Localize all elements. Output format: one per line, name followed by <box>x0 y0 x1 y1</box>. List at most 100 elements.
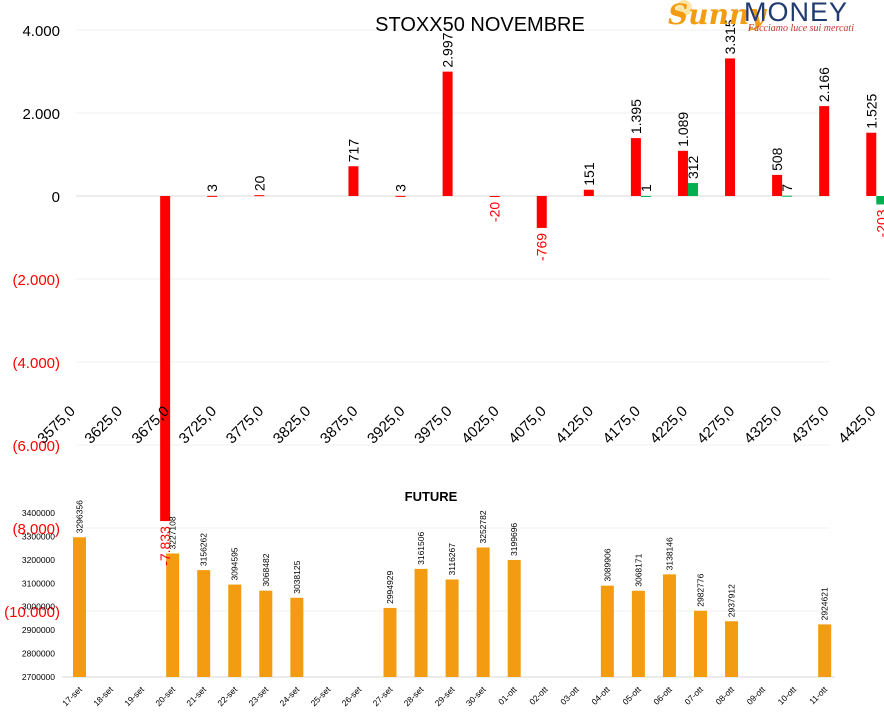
future-data-label: 3227108 <box>168 516 178 549</box>
future-x-tick-label: 22-set <box>215 684 239 708</box>
chart-title: STOXX50 NOVEMBRE <box>375 14 585 36</box>
bar <box>254 195 265 197</box>
bar <box>866 132 877 196</box>
logo-money-text: MONEY <box>744 0 849 27</box>
future-bar <box>73 537 86 677</box>
future-x-tick-label: 07-ott <box>682 684 705 707</box>
data-label: 312 <box>685 155 701 179</box>
data-label: -203 <box>873 209 884 237</box>
future-x-tick-label: 09-ott <box>745 684 768 707</box>
future-data-label: 3094595 <box>230 547 240 580</box>
bar <box>583 189 594 196</box>
data-label: -20 <box>487 202 503 222</box>
future-x-tick-label: 30-set <box>464 684 488 708</box>
future-x-tick-label: 24-set <box>277 684 301 708</box>
future-x-tick-label: 26-set <box>340 684 364 708</box>
bar <box>782 195 793 197</box>
future-bar <box>228 584 242 677</box>
future-x-tick-label: 21-set <box>184 684 208 708</box>
data-label: 2.166 <box>816 67 832 102</box>
bar <box>819 106 830 196</box>
future-x-tick-label: 18-set <box>91 684 115 708</box>
future-data-label: 2982776 <box>696 573 706 606</box>
bar <box>687 183 698 196</box>
x-tick-label: 3825,0 <box>270 403 314 447</box>
data-label: 1.395 <box>628 99 644 134</box>
future-y-tick-label: 3000000 <box>22 602 55 612</box>
future-y-tick-label: 2700000 <box>22 672 55 682</box>
future-bar <box>197 570 211 677</box>
future-x-tick-label: 02-ott <box>527 684 550 707</box>
data-label: 20 <box>251 175 267 191</box>
future-x-tick-label: 04-ott <box>589 684 612 707</box>
future-data-label: 3138146 <box>664 537 674 570</box>
x-tick-label: 4425,0 <box>835 403 879 447</box>
y-tick-label: (6.000) <box>12 438 60 455</box>
future-data-label: 3156262 <box>199 533 209 566</box>
data-label: 1.089 <box>675 112 691 147</box>
bar <box>725 58 736 196</box>
x-tick-label: 4125,0 <box>552 403 596 447</box>
data-label: 3 <box>393 184 409 192</box>
future-bar <box>259 590 273 677</box>
bar <box>772 174 783 196</box>
data-label: 508 <box>769 147 785 171</box>
x-tick-label: 4325,0 <box>741 403 785 447</box>
future-data-label: 3252782 <box>478 510 488 543</box>
future-y-tick-label: 2900000 <box>22 625 55 635</box>
future-data-label: 3038125 <box>292 560 302 593</box>
data-label: 3.315 <box>722 19 738 54</box>
bar <box>640 195 651 197</box>
data-label: 151 <box>581 162 597 186</box>
data-label: -769 <box>534 233 550 261</box>
future-x-tick-label: 05-ott <box>620 684 643 707</box>
x-tick-label: 4375,0 <box>788 403 832 447</box>
future-x-tick-label: 06-ott <box>651 684 674 707</box>
future-bar <box>631 590 645 677</box>
x-tick-label: 4025,0 <box>458 403 502 447</box>
x-tick-label: 3975,0 <box>411 403 455 447</box>
x-tick-label: 4275,0 <box>694 403 738 447</box>
y-tick-label: 2.000 <box>22 106 60 123</box>
future-x-tick-label: 25-set <box>309 684 333 708</box>
future-x-tick-label: 17-set <box>60 684 84 708</box>
future-data-label: 3161506 <box>416 532 426 565</box>
data-label: -7.833 <box>157 526 173 566</box>
x-tick-label: 4075,0 <box>505 403 549 447</box>
future-bar <box>166 553 180 677</box>
future-data-label: 2937912 <box>727 584 737 617</box>
future-x-tick-label: 27-set <box>371 684 395 708</box>
future-x-tick-label: 11-ott <box>807 684 829 706</box>
future-y-tick-label: 3200000 <box>22 555 55 565</box>
data-label: 7 <box>779 184 795 192</box>
bar <box>876 196 884 205</box>
future-x-tick-label: 10-ott <box>776 684 799 707</box>
future-data-label: 3068482 <box>261 553 271 586</box>
future-data-label: 3068171 <box>633 553 643 586</box>
sun-icon <box>676 0 692 16</box>
future-bar <box>476 547 490 677</box>
future-bar <box>414 568 428 677</box>
data-label: 3 <box>204 184 220 192</box>
future-bar <box>290 597 304 677</box>
x-tick-label: 3725,0 <box>176 403 220 447</box>
y-tick-label: 0 <box>52 189 60 206</box>
future-data-label: 3296356 <box>75 500 85 533</box>
x-tick-label: 3875,0 <box>317 403 361 447</box>
future-y-tick-label: 3300000 <box>22 531 55 541</box>
bar <box>442 71 453 196</box>
future-x-tick-label: 08-ott <box>714 684 737 707</box>
future-bar <box>818 624 832 677</box>
future-x-tick-label: 20-set <box>153 684 177 708</box>
data-label: 2.997 <box>440 32 456 67</box>
future-x-tick-label: 03-ott <box>558 684 581 707</box>
future-chart-title: FUTURE <box>405 489 458 504</box>
future-bar <box>694 610 707 677</box>
future-data-label: 2994929 <box>385 571 395 604</box>
logo-tagline: Facciamo luce sui mercati <box>748 23 854 34</box>
x-tick-label: 4225,0 <box>647 403 691 447</box>
y-tick-label: (4.000) <box>12 355 60 372</box>
future-y-tick-label: 3400000 <box>22 508 55 518</box>
future-bar <box>725 621 739 677</box>
